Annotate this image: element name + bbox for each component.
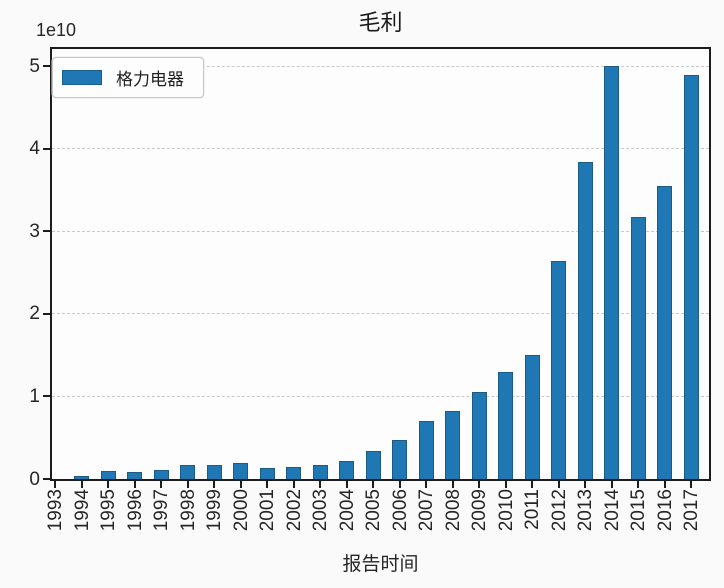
legend: 格力电器 [52, 57, 204, 98]
bar-2002 [286, 467, 301, 479]
x-tick-label-1997: 1997 [151, 489, 172, 532]
legend-label: 格力电器 [116, 70, 184, 89]
y-tick-label-4: 4 [29, 138, 40, 160]
x-tick-label-2015: 2015 [628, 489, 649, 532]
bar-2016 [657, 185, 672, 479]
bar-2008 [445, 411, 460, 479]
x-tick-mark [54, 481, 56, 488]
y-tick-mark [43, 478, 50, 480]
bar-2000 [233, 462, 248, 479]
x-tick-mark [266, 481, 268, 488]
y-tick-mark [43, 230, 50, 233]
bar-2013 [577, 162, 593, 479]
x-tick-mark [531, 481, 533, 488]
x-tick-mark [663, 481, 666, 488]
x-tick-label-2016: 2016 [654, 489, 676, 532]
bar-1997 [153, 469, 169, 479]
bar-2009 [471, 391, 487, 479]
x-tick-mark [107, 481, 109, 488]
bar-1994 [74, 475, 89, 479]
y-tick-mark [43, 312, 50, 315]
x-tick-mark [425, 481, 427, 488]
x-tick-mark [478, 481, 480, 488]
x-tick-label-2005: 2005 [363, 489, 384, 532]
x-tick-mark [504, 481, 507, 488]
bar-2012 [551, 261, 566, 479]
x-tick-label-2009: 2009 [469, 489, 490, 532]
x-tick-label-1998: 1998 [177, 489, 199, 532]
x-tick-mark [292, 481, 295, 488]
x-tick-mark [584, 481, 586, 488]
bar-1998 [180, 464, 195, 479]
x-tick-mark [398, 481, 401, 488]
x-tick-label-2003: 2003 [310, 489, 331, 532]
bar-2006 [392, 440, 407, 479]
y-tick-mark [43, 395, 50, 398]
bar-1996 [127, 471, 142, 479]
x-tick-label-2011: 2011 [522, 489, 543, 530]
legend-swatch-icon [62, 70, 102, 85]
x-tick-label-2012: 2012 [548, 489, 570, 532]
y-axis-offset-label: 1e10 [36, 20, 77, 40]
chart-title: 毛利 [358, 10, 403, 35]
x-tick-label-2010: 2010 [495, 489, 517, 532]
x-tick-label-1993: 1993 [45, 489, 66, 532]
gridline-y1 [52, 395, 709, 397]
bar-2014 [604, 66, 619, 479]
x-tick-label-2006: 2006 [389, 489, 411, 532]
x-tick-mark [133, 481, 136, 488]
bar-2004 [339, 461, 354, 479]
x-tick-mark [610, 481, 613, 488]
y-tick-mark [43, 65, 50, 68]
x-tick-mark [80, 481, 83, 488]
bar-2001 [259, 468, 275, 479]
x-tick-mark [160, 481, 162, 488]
x-tick-mark [690, 481, 692, 488]
x-tick-label-2000: 2000 [230, 489, 252, 532]
bar-2015 [630, 216, 646, 479]
x-tick-mark [319, 481, 321, 488]
x-tick-label-1994: 1994 [71, 489, 93, 532]
bar-2005 [365, 451, 381, 479]
bar-2007 [418, 421, 434, 479]
y-tick-label-3: 3 [29, 220, 40, 242]
y-tick-label-0: 0 [29, 468, 40, 490]
y-tick-label-5: 5 [29, 55, 40, 77]
x-tick-mark [637, 481, 639, 488]
x-tick-label-2004: 2004 [336, 489, 358, 532]
x-tick-mark [451, 481, 454, 488]
bar-1999 [206, 465, 222, 479]
bar-1995 [100, 470, 116, 479]
y-tick-label-1: 1 [29, 385, 40, 407]
gridline-y4 [52, 148, 709, 150]
x-tick-mark [186, 481, 189, 488]
bar-2010 [498, 371, 513, 479]
x-tick-mark [213, 481, 215, 488]
x-tick-mark [372, 481, 374, 488]
x-tick-mark [557, 481, 560, 488]
x-tick-label-2008: 2008 [442, 489, 464, 532]
x-axis-title: 报告时间 [342, 554, 419, 575]
gridline-y3 [52, 230, 709, 232]
gridline-y5 [52, 65, 709, 67]
x-tick-label-2014: 2014 [601, 489, 623, 532]
x-tick-label-2007: 2007 [416, 489, 437, 532]
gridline-y2 [52, 313, 709, 315]
x-tick-label-2017: 2017 [681, 489, 702, 532]
x-tick-label-2002: 2002 [283, 489, 305, 532]
x-tick-label-1999: 1999 [204, 489, 225, 532]
x-tick-label-1996: 1996 [124, 489, 146, 532]
y-tick-label-2: 2 [29, 303, 40, 325]
x-tick-label-2013: 2013 [575, 489, 596, 532]
y-tick-mark [43, 147, 50, 150]
plot-area [50, 47, 711, 481]
bar-2017 [683, 74, 699, 479]
x-tick-mark [345, 481, 348, 488]
bar-2011 [524, 355, 540, 479]
bar-2003 [312, 464, 328, 479]
x-tick-label-1995: 1995 [98, 489, 119, 532]
x-tick-label-2001: 2001 [257, 489, 278, 532]
x-tick-mark [239, 481, 242, 488]
